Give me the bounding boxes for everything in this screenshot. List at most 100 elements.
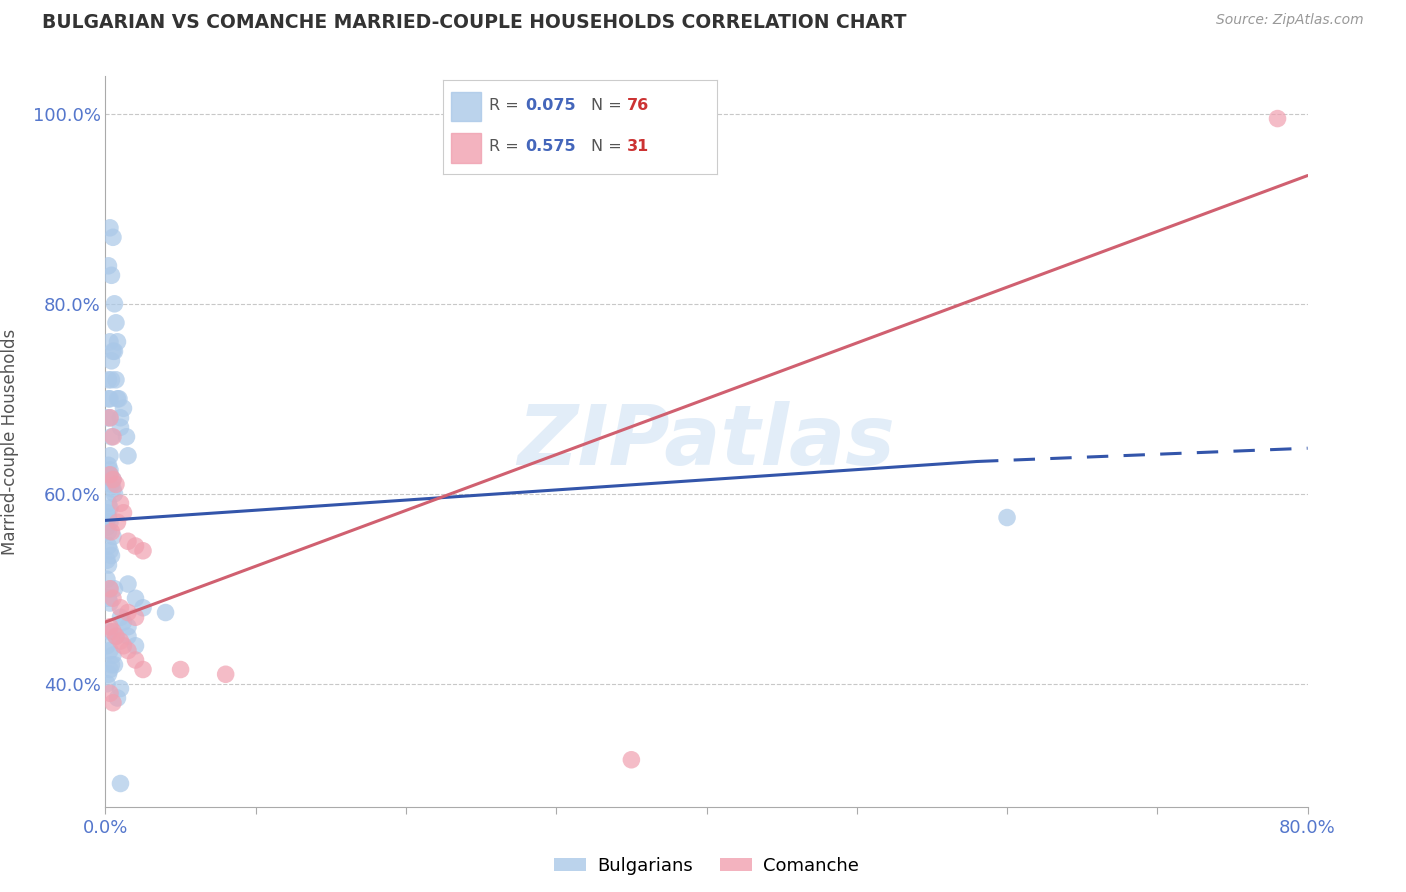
Point: [108, 392, 131, 406]
Point: [98, 582, 121, 596]
Point: [103, 297, 125, 311]
Point: [98, 624, 121, 639]
Point: [107, 392, 129, 406]
Point: [155, 606, 177, 620]
Point: [101, 473, 124, 487]
Point: [101, 648, 124, 663]
Point: [103, 582, 125, 596]
Point: [124, 639, 146, 653]
Point: [112, 615, 135, 629]
Point: [107, 516, 129, 530]
Point: [110, 410, 132, 425]
Point: [97, 524, 120, 539]
Text: N =: N =: [591, 139, 627, 154]
Text: 0.575: 0.575: [526, 139, 576, 154]
Point: [117, 620, 139, 634]
Point: [98, 449, 121, 463]
Point: [101, 591, 124, 606]
Point: [124, 591, 146, 606]
Point: [98, 501, 121, 516]
Point: [103, 657, 125, 672]
Point: [124, 653, 146, 667]
Point: [103, 487, 125, 501]
Point: [117, 606, 139, 620]
Point: [117, 577, 139, 591]
Point: [98, 410, 121, 425]
Point: [96, 572, 118, 586]
Point: [97, 591, 120, 606]
Point: [100, 524, 122, 539]
Point: [96, 410, 118, 425]
Point: [104, 629, 127, 643]
Point: [110, 610, 132, 624]
Point: [117, 629, 139, 643]
Point: [101, 344, 124, 359]
Point: [110, 634, 132, 648]
Point: [100, 430, 122, 444]
Point: [96, 553, 118, 567]
Point: [100, 268, 122, 283]
Bar: [451, 133, 481, 162]
Point: [98, 220, 121, 235]
Point: [101, 696, 124, 710]
Point: [117, 534, 139, 549]
Point: [97, 667, 120, 681]
Point: [132, 600, 155, 615]
Point: [97, 496, 120, 510]
Point: [620, 753, 643, 767]
Point: [97, 510, 120, 524]
Point: [101, 624, 124, 639]
Point: [110, 496, 132, 510]
Point: [98, 516, 121, 530]
Point: [110, 600, 132, 615]
Point: [98, 686, 121, 700]
Point: [101, 230, 124, 244]
Point: [104, 629, 127, 643]
Point: [1267, 112, 1289, 126]
Point: [97, 259, 120, 273]
Text: N =: N =: [591, 98, 627, 113]
Text: 31: 31: [627, 139, 648, 154]
Point: [97, 458, 120, 473]
Text: Source: ZipAtlas.com: Source: ZipAtlas.com: [1216, 13, 1364, 28]
Point: [100, 549, 122, 563]
Point: [100, 477, 122, 491]
Point: [132, 543, 155, 558]
Text: 0.075: 0.075: [526, 98, 576, 113]
Point: [96, 677, 118, 691]
Point: [104, 373, 127, 387]
Point: [97, 373, 120, 387]
Point: [112, 639, 135, 653]
Text: R =: R =: [489, 98, 524, 113]
Point: [96, 506, 118, 520]
Point: [100, 657, 122, 672]
Point: [132, 663, 155, 677]
Point: [97, 539, 120, 553]
Point: [104, 477, 127, 491]
Point: [100, 353, 122, 368]
Point: [107, 334, 129, 349]
Text: R =: R =: [489, 139, 524, 154]
Point: [101, 473, 124, 487]
Point: [98, 596, 121, 610]
Point: [98, 663, 121, 677]
Point: [98, 543, 121, 558]
Point: [98, 467, 121, 482]
Point: [98, 643, 121, 657]
Point: [115, 430, 138, 444]
Point: [104, 316, 127, 330]
Point: [97, 473, 120, 487]
Point: [100, 373, 122, 387]
Point: [117, 643, 139, 657]
Text: 76: 76: [627, 98, 648, 113]
Point: [97, 558, 120, 572]
Point: [107, 691, 129, 706]
Point: [98, 620, 121, 634]
Point: [110, 420, 132, 434]
Point: [995, 510, 1018, 524]
Point: [98, 334, 121, 349]
Text: ZIPatlas: ZIPatlas: [517, 401, 896, 482]
Point: [124, 539, 146, 553]
Point: [117, 449, 139, 463]
Point: [101, 482, 124, 496]
